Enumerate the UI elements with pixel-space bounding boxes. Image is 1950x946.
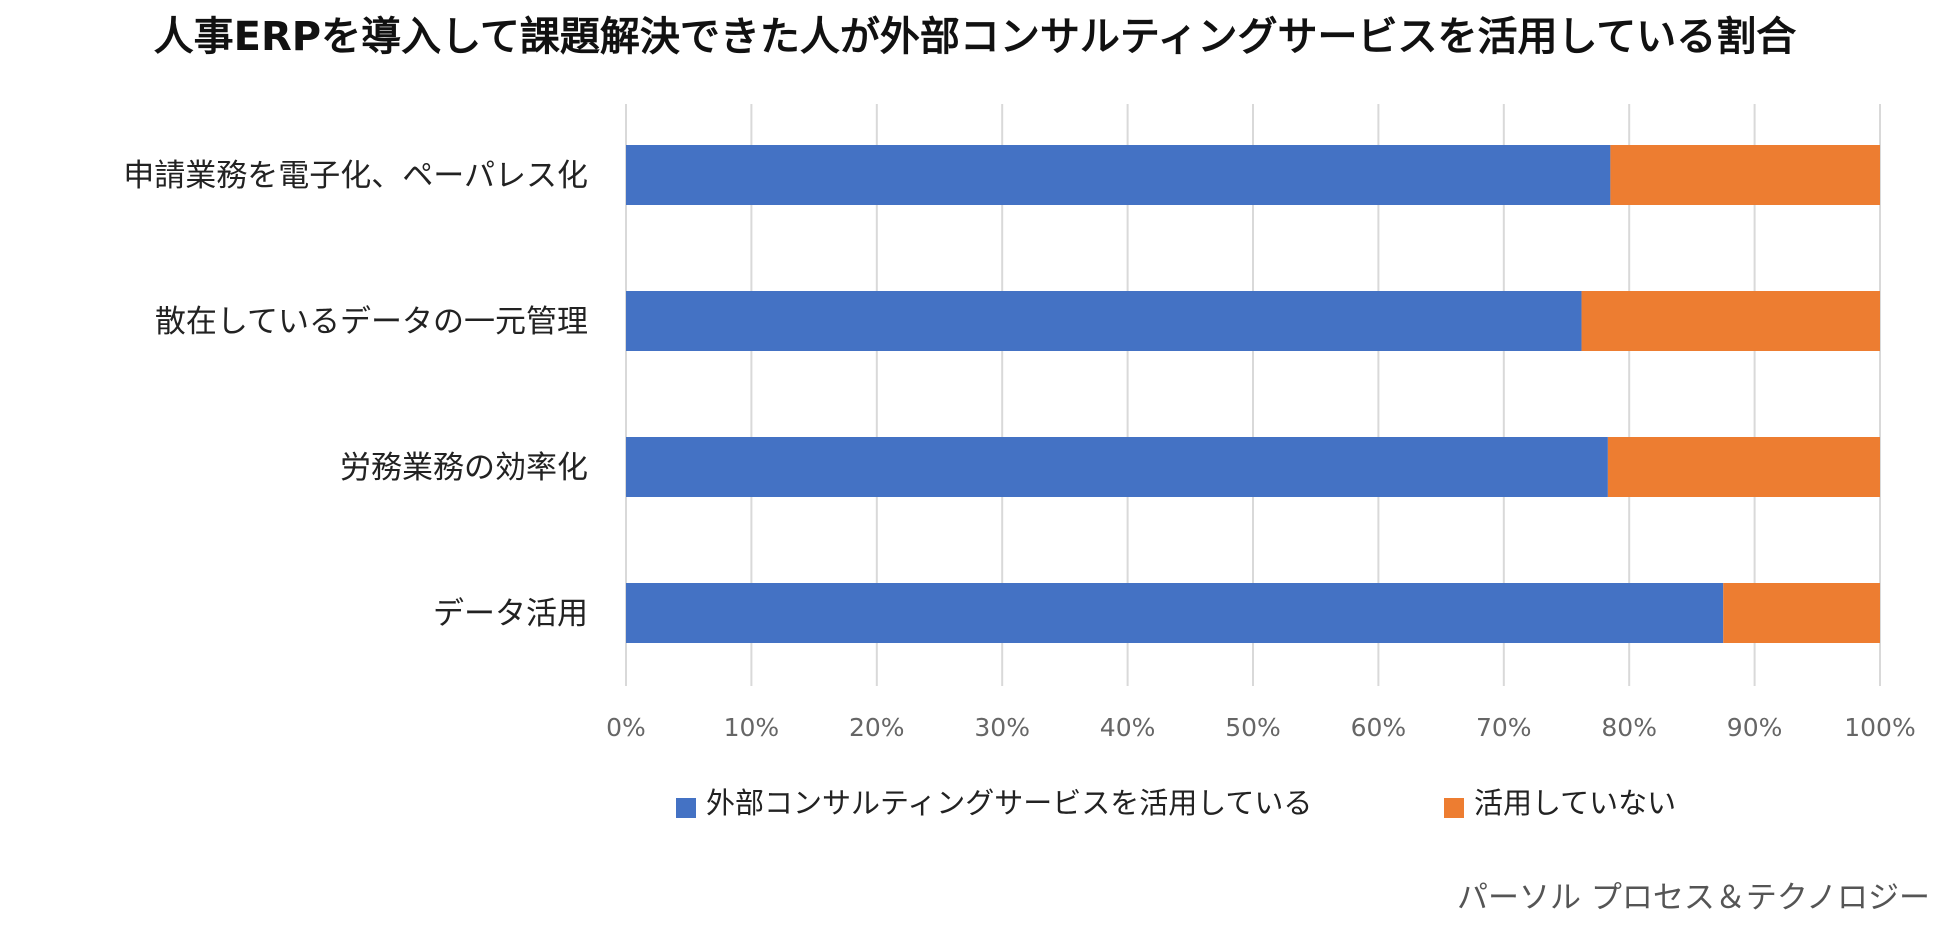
x-tick-label: 80% bbox=[1601, 713, 1657, 742]
bar-segment bbox=[626, 437, 1608, 497]
category-label: 散在しているデータの一元管理 bbox=[155, 304, 588, 340]
bar-segment bbox=[626, 291, 1582, 351]
legend: 外部コンサルティングサービスを活用している 活用していない bbox=[676, 786, 1676, 820]
category-label: 申請業務を電子化、ペーパレス化 bbox=[123, 158, 588, 194]
x-tick-label: 90% bbox=[1727, 713, 1783, 742]
x-tick-label: 100% bbox=[1844, 713, 1915, 742]
x-tick-label: 10% bbox=[724, 713, 780, 742]
legend-swatch bbox=[1444, 798, 1464, 818]
bar-segment bbox=[1723, 583, 1880, 643]
chart-title: 人事ERPを導入して課題解決できた人が外部コンサルティングサービスを活用している… bbox=[154, 14, 1797, 60]
bar-segment bbox=[1610, 145, 1880, 205]
x-tick-label: 70% bbox=[1476, 713, 1532, 742]
x-tick-label: 0% bbox=[606, 713, 646, 742]
category-labels: 申請業務を電子化、ペーパレス化散在しているデータの一元管理労務業務の効率化データ… bbox=[123, 158, 588, 632]
legend-swatch bbox=[676, 798, 696, 818]
x-tick-label: 50% bbox=[1225, 713, 1281, 742]
x-axis-tick-labels: 0% 10% 20% 30% 40% 50% 60% 70% 80% 90% 100% bbox=[606, 713, 1916, 742]
legend-label: 外部コンサルティングサービスを活用している bbox=[706, 786, 1312, 820]
category-label: 労務業務の効率化 bbox=[340, 450, 588, 486]
bar-segment bbox=[1607, 437, 1880, 497]
x-tick-label: 40% bbox=[1100, 713, 1156, 742]
bar-segment bbox=[626, 145, 1611, 205]
x-tick-label: 30% bbox=[974, 713, 1030, 742]
bar-segment bbox=[626, 583, 1724, 643]
bars bbox=[626, 145, 1880, 643]
x-tick-label: 60% bbox=[1351, 713, 1407, 742]
bar-segment bbox=[1581, 291, 1880, 351]
legend-label: 活用していない bbox=[1474, 786, 1676, 820]
category-label: データ活用 bbox=[433, 596, 588, 632]
x-tick-label: 20% bbox=[849, 713, 905, 742]
source-credit: パーソル プロセス＆テクノロジー bbox=[1457, 880, 1930, 916]
